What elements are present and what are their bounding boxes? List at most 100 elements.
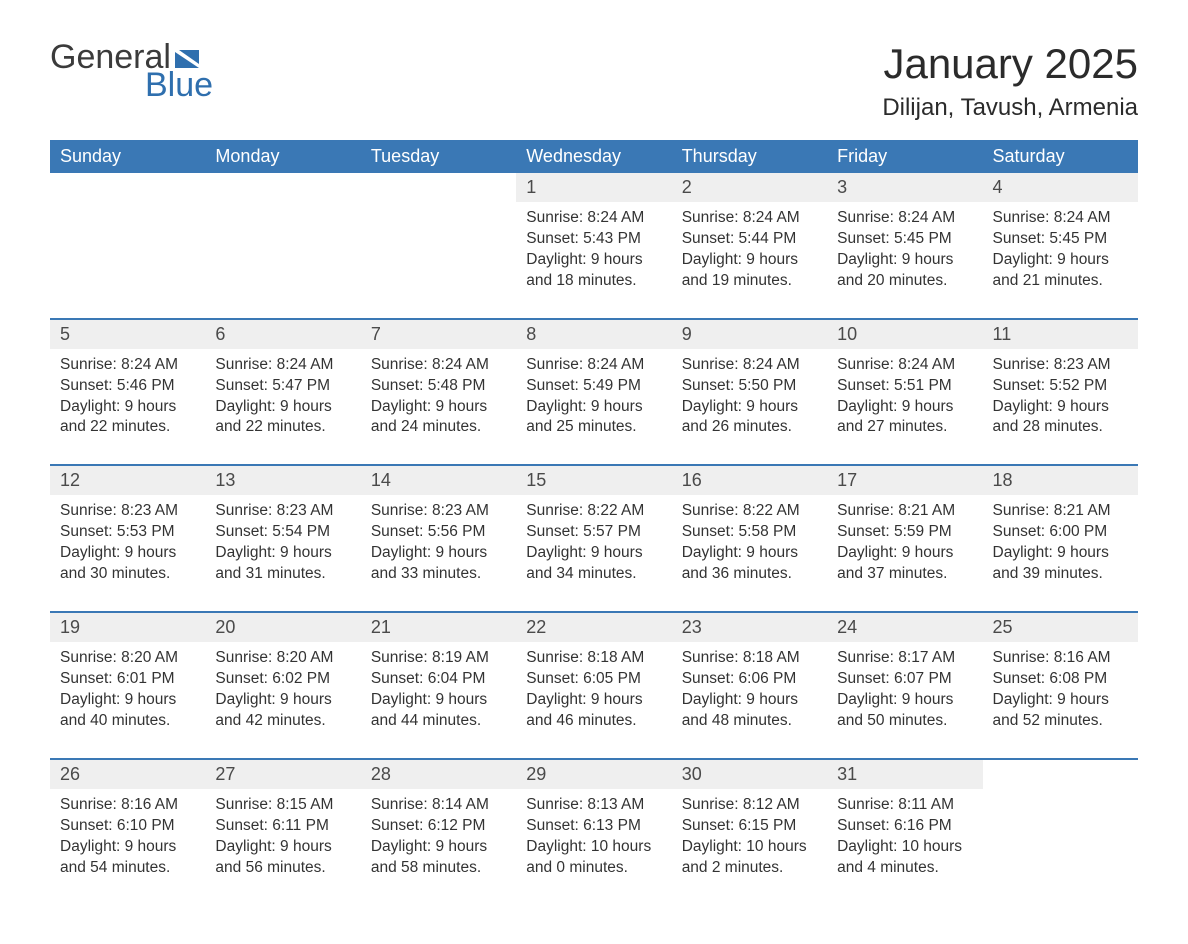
- weekday-header: Sunday: [50, 140, 205, 173]
- day-number: 25: [983, 613, 1138, 642]
- day-number: 15: [516, 466, 671, 495]
- day-number: 13: [205, 466, 360, 495]
- day-number: 11: [983, 320, 1138, 349]
- month-title: January 2025: [882, 40, 1138, 88]
- day-content: Sunrise: 8:15 AMSunset: 6:11 PMDaylight:…: [205, 789, 360, 905]
- day-number: 28: [361, 760, 516, 789]
- calendar-day-cell: 14Sunrise: 8:23 AMSunset: 5:56 PMDayligh…: [361, 465, 516, 612]
- day-number: 10: [827, 320, 982, 349]
- day-number: 5: [50, 320, 205, 349]
- calendar-week-row: 26Sunrise: 8:16 AMSunset: 6:10 PMDayligh…: [50, 759, 1138, 905]
- calendar-day-cell: 24Sunrise: 8:17 AMSunset: 6:07 PMDayligh…: [827, 612, 982, 759]
- weekday-header: Saturday: [983, 140, 1138, 173]
- day-content: Sunrise: 8:24 AMSunset: 5:50 PMDaylight:…: [672, 349, 827, 465]
- calendar-day-cell: .: [50, 173, 205, 319]
- day-content: Sunrise: 8:24 AMSunset: 5:44 PMDaylight:…: [672, 202, 827, 318]
- calendar-day-cell: 15Sunrise: 8:22 AMSunset: 5:57 PMDayligh…: [516, 465, 671, 612]
- calendar-day-cell: 29Sunrise: 8:13 AMSunset: 6:13 PMDayligh…: [516, 759, 671, 905]
- calendar-day-cell: 21Sunrise: 8:19 AMSunset: 6:04 PMDayligh…: [361, 612, 516, 759]
- calendar-table: SundayMondayTuesdayWednesdayThursdayFrid…: [50, 140, 1138, 904]
- calendar-day-cell: 30Sunrise: 8:12 AMSunset: 6:15 PMDayligh…: [672, 759, 827, 905]
- calendar-day-cell: 27Sunrise: 8:15 AMSunset: 6:11 PMDayligh…: [205, 759, 360, 905]
- logo: General Blue: [50, 40, 213, 102]
- calendar-body: . . . 1Sunrise: 8:24 AMSunset: 5:43 PMDa…: [50, 173, 1138, 904]
- calendar-header-row: SundayMondayTuesdayWednesdayThursdayFrid…: [50, 140, 1138, 173]
- calendar-week-row: . . . 1Sunrise: 8:24 AMSunset: 5:43 PMDa…: [50, 173, 1138, 319]
- day-number: 14: [361, 466, 516, 495]
- calendar-day-cell: 22Sunrise: 8:18 AMSunset: 6:05 PMDayligh…: [516, 612, 671, 759]
- day-content: Sunrise: 8:16 AMSunset: 6:10 PMDaylight:…: [50, 789, 205, 905]
- calendar-day-cell: 3Sunrise: 8:24 AMSunset: 5:45 PMDaylight…: [827, 173, 982, 319]
- day-number: 8: [516, 320, 671, 349]
- day-number: 27: [205, 760, 360, 789]
- logo-word2: Blue: [145, 68, 213, 102]
- day-content: Sunrise: 8:24 AMSunset: 5:43 PMDaylight:…: [516, 202, 671, 318]
- day-number: 6: [205, 320, 360, 349]
- day-number: 3: [827, 173, 982, 202]
- day-number: 31: [827, 760, 982, 789]
- day-number: 22: [516, 613, 671, 642]
- weekday-header: Thursday: [672, 140, 827, 173]
- day-number: 16: [672, 466, 827, 495]
- day-content: Sunrise: 8:20 AMSunset: 6:02 PMDaylight:…: [205, 642, 360, 758]
- logo-flag-icon: [175, 40, 205, 62]
- calendar-day-cell: 16Sunrise: 8:22 AMSunset: 5:58 PMDayligh…: [672, 465, 827, 612]
- day-content: Sunrise: 8:24 AMSunset: 5:46 PMDaylight:…: [50, 349, 205, 465]
- day-number: 19: [50, 613, 205, 642]
- day-number: 2: [672, 173, 827, 202]
- day-content: Sunrise: 8:24 AMSunset: 5:49 PMDaylight:…: [516, 349, 671, 465]
- day-content: Sunrise: 8:13 AMSunset: 6:13 PMDaylight:…: [516, 789, 671, 905]
- day-content: Sunrise: 8:24 AMSunset: 5:48 PMDaylight:…: [361, 349, 516, 465]
- day-content: Sunrise: 8:21 AMSunset: 6:00 PMDaylight:…: [983, 495, 1138, 611]
- day-content: Sunrise: 8:23 AMSunset: 5:53 PMDaylight:…: [50, 495, 205, 611]
- calendar-day-cell: 13Sunrise: 8:23 AMSunset: 5:54 PMDayligh…: [205, 465, 360, 612]
- calendar-day-cell: 7Sunrise: 8:24 AMSunset: 5:48 PMDaylight…: [361, 319, 516, 466]
- day-content: Sunrise: 8:23 AMSunset: 5:56 PMDaylight:…: [361, 495, 516, 611]
- page-header: General Blue January 2025 Dilijan, Tavus…: [50, 40, 1138, 122]
- day-content: Sunrise: 8:14 AMSunset: 6:12 PMDaylight:…: [361, 789, 516, 905]
- day-content: Sunrise: 8:19 AMSunset: 6:04 PMDaylight:…: [361, 642, 516, 758]
- weekday-header: Tuesday: [361, 140, 516, 173]
- day-number: 29: [516, 760, 671, 789]
- day-content: Sunrise: 8:24 AMSunset: 5:45 PMDaylight:…: [827, 202, 982, 318]
- calendar-day-cell: 23Sunrise: 8:18 AMSunset: 6:06 PMDayligh…: [672, 612, 827, 759]
- day-content: Sunrise: 8:21 AMSunset: 5:59 PMDaylight:…: [827, 495, 982, 611]
- calendar-day-cell: 31Sunrise: 8:11 AMSunset: 6:16 PMDayligh…: [827, 759, 982, 905]
- calendar-day-cell: 26Sunrise: 8:16 AMSunset: 6:10 PMDayligh…: [50, 759, 205, 905]
- day-number: 23: [672, 613, 827, 642]
- day-content: Sunrise: 8:24 AMSunset: 5:47 PMDaylight:…: [205, 349, 360, 465]
- day-number: 4: [983, 173, 1138, 202]
- title-block: January 2025 Dilijan, Tavush, Armenia: [882, 40, 1138, 122]
- day-content: Sunrise: 8:23 AMSunset: 5:52 PMDaylight:…: [983, 349, 1138, 465]
- calendar-day-cell: 18Sunrise: 8:21 AMSunset: 6:00 PMDayligh…: [983, 465, 1138, 612]
- calendar-day-cell: .: [205, 173, 360, 319]
- weekday-header: Monday: [205, 140, 360, 173]
- weekday-header: Wednesday: [516, 140, 671, 173]
- day-number: 17: [827, 466, 982, 495]
- calendar-day-cell: .: [983, 759, 1138, 905]
- calendar-week-row: 5Sunrise: 8:24 AMSunset: 5:46 PMDaylight…: [50, 319, 1138, 466]
- calendar-day-cell: 8Sunrise: 8:24 AMSunset: 5:49 PMDaylight…: [516, 319, 671, 466]
- day-number: 7: [361, 320, 516, 349]
- day-content: Sunrise: 8:11 AMSunset: 6:16 PMDaylight:…: [827, 789, 982, 905]
- day-content: Sunrise: 8:16 AMSunset: 6:08 PMDaylight:…: [983, 642, 1138, 758]
- day-content: Sunrise: 8:12 AMSunset: 6:15 PMDaylight:…: [672, 789, 827, 905]
- day-number: 12: [50, 466, 205, 495]
- day-number: 9: [672, 320, 827, 349]
- calendar-day-cell: 25Sunrise: 8:16 AMSunset: 6:08 PMDayligh…: [983, 612, 1138, 759]
- day-number: 1: [516, 173, 671, 202]
- day-content: Sunrise: 8:18 AMSunset: 6:06 PMDaylight:…: [672, 642, 827, 758]
- day-content: Sunrise: 8:17 AMSunset: 6:07 PMDaylight:…: [827, 642, 982, 758]
- calendar-day-cell: .: [361, 173, 516, 319]
- day-content: Sunrise: 8:22 AMSunset: 5:57 PMDaylight:…: [516, 495, 671, 611]
- day-content: Sunrise: 8:18 AMSunset: 6:05 PMDaylight:…: [516, 642, 671, 758]
- calendar-day-cell: 19Sunrise: 8:20 AMSunset: 6:01 PMDayligh…: [50, 612, 205, 759]
- calendar-day-cell: 9Sunrise: 8:24 AMSunset: 5:50 PMDaylight…: [672, 319, 827, 466]
- calendar-day-cell: 10Sunrise: 8:24 AMSunset: 5:51 PMDayligh…: [827, 319, 982, 466]
- calendar-week-row: 19Sunrise: 8:20 AMSunset: 6:01 PMDayligh…: [50, 612, 1138, 759]
- day-number: 18: [983, 466, 1138, 495]
- day-content: Sunrise: 8:24 AMSunset: 5:45 PMDaylight:…: [983, 202, 1138, 318]
- calendar-day-cell: 20Sunrise: 8:20 AMSunset: 6:02 PMDayligh…: [205, 612, 360, 759]
- weekday-header: Friday: [827, 140, 982, 173]
- calendar-day-cell: 28Sunrise: 8:14 AMSunset: 6:12 PMDayligh…: [361, 759, 516, 905]
